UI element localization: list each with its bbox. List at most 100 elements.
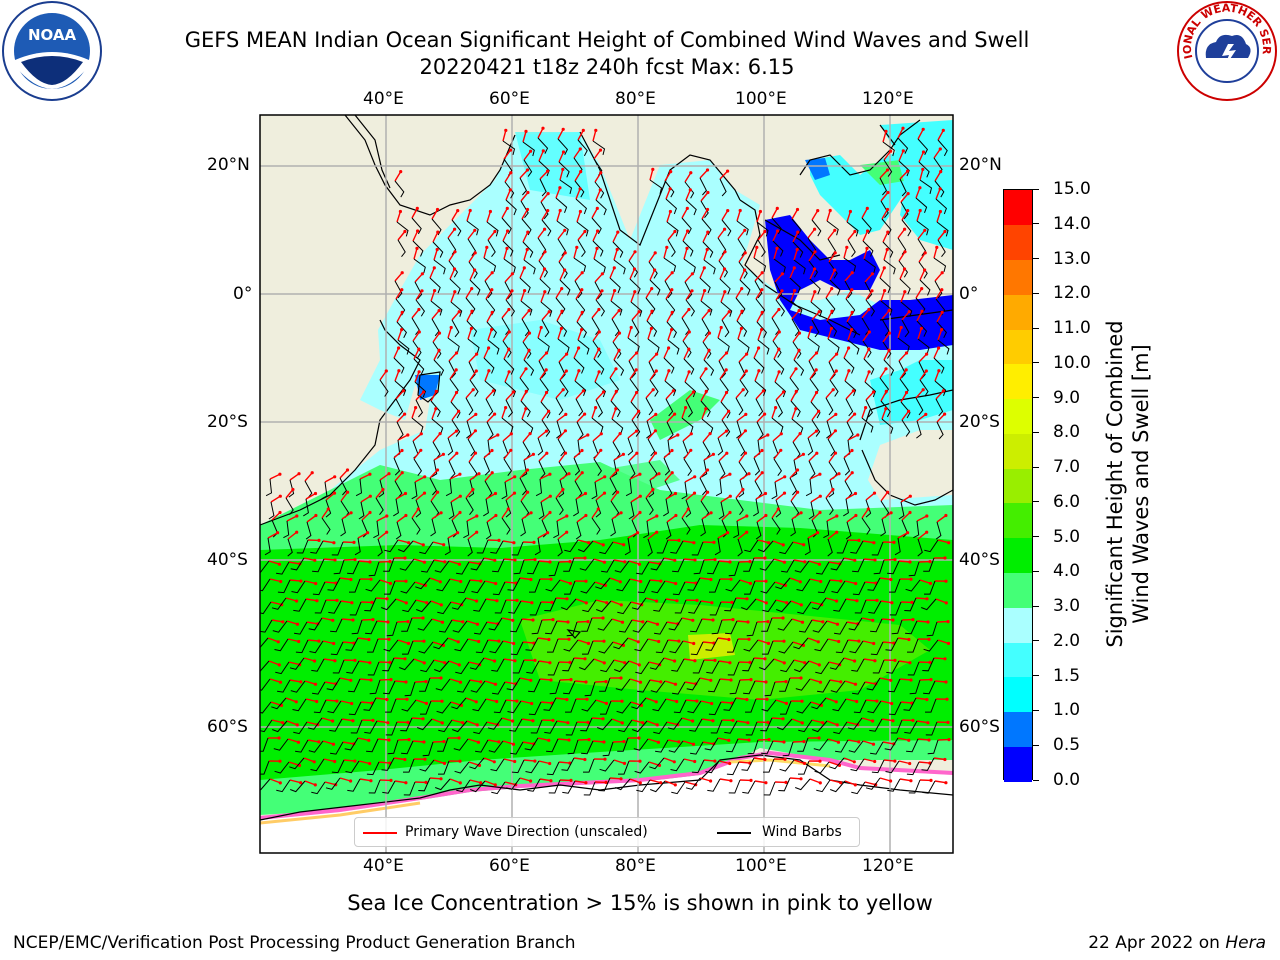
- wave-direction-arrow: [829, 679, 841, 683]
- wave-direction-arrow: [613, 659, 625, 664]
- wave-direction-arrow: [775, 391, 785, 401]
- wind-barb: [452, 620, 468, 633]
- wind-barb: [889, 601, 902, 616]
- wind-barb: [486, 421, 494, 440]
- wave-direction-arrowhead: [326, 507, 330, 511]
- wind-barb: [865, 499, 872, 518]
- wave-direction-arrowhead: [655, 599, 659, 603]
- wind-barb: [612, 341, 622, 359]
- wind-barb: [598, 641, 614, 654]
- wave-direction-arrowhead: [577, 346, 581, 350]
- wind-barb: [917, 538, 923, 557]
- wind-barb: [844, 380, 857, 396]
- wave-direction-arrow: [467, 638, 479, 643]
- wind-barb: [614, 560, 630, 573]
- wave-direction-arrow: [576, 211, 582, 223]
- wave-direction-arrow: [809, 578, 821, 583]
- wind-barb: [848, 617, 863, 631]
- wind-barb: [935, 398, 944, 417]
- wave-direction-arrow: [573, 757, 585, 761]
- wave-direction-arrowhead: [855, 599, 859, 603]
- wave-direction-arrow: [666, 413, 676, 423]
- national-weather-service-logo: NATIONAL WEATHER SERVICE: [1176, 0, 1277, 101]
- wind-barb: [738, 261, 748, 279]
- wave-direction-arrow: [501, 208, 508, 219]
- wave-direction-arrow: [864, 371, 870, 383]
- wave-direction-arrow: [523, 150, 532, 161]
- wave-direction-arrow: [342, 741, 354, 745]
- wave-direction-arrow: [937, 231, 946, 241]
- wave-direction-arrow: [933, 247, 938, 259]
- wave-direction-arrowhead: [442, 543, 446, 547]
- wave-direction-arrow: [593, 348, 600, 360]
- wave-direction-arrow: [412, 433, 422, 442]
- wave-direction-arrowhead: [650, 309, 654, 313]
- wind-barb: [581, 740, 594, 755]
- wave-direction-arrowhead: [651, 167, 655, 171]
- wave-direction-arrow: [682, 433, 692, 442]
- wave-direction-arrow: [882, 641, 894, 644]
- wave-direction-arrow: [375, 597, 388, 600]
- wave-direction-arrow: [757, 539, 769, 544]
- wave-direction-arrow: [433, 559, 445, 563]
- wave-direction-arrowhead: [422, 639, 426, 643]
- wind-barb: [667, 339, 680, 355]
- wave-direction-arrowhead: [764, 579, 768, 583]
- wave-direction-arrow: [413, 348, 420, 360]
- wind-barb: [540, 401, 551, 419]
- wave-direction-arrowhead: [728, 472, 732, 476]
- wave-direction-arrow: [667, 639, 679, 642]
- wave-direction-arrow: [755, 289, 763, 300]
- wind-barb: [898, 360, 907, 379]
- wind-barb: [790, 300, 803, 316]
- wave-direction-arrowhead: [473, 451, 478, 455]
- wind-barb: [581, 699, 597, 712]
- wave-direction-arrow: [775, 599, 787, 604]
- wave-direction-arrow: [826, 210, 831, 222]
- wind-barb: [580, 581, 596, 594]
- wind-barb: [907, 661, 920, 676]
- wave-direction-arrowhead: [636, 640, 640, 644]
- wave-direction-arrow: [574, 171, 582, 182]
- wave-direction-arrowhead: [814, 368, 818, 372]
- wave-direction-arrowhead: [471, 388, 475, 392]
- wave-direction-arrow: [523, 453, 534, 461]
- wave-direction-arrowhead: [889, 678, 893, 682]
- wave-direction-arrow: [324, 476, 336, 483]
- wind-barb: [647, 338, 660, 354]
- wave-direction-arrowhead: [764, 680, 768, 684]
- wave-direction-arrowhead: [407, 738, 411, 742]
- wave-direction-arrow: [809, 678, 821, 683]
- wind-barb: [290, 780, 306, 793]
- wave-direction-arrowhead: [407, 541, 411, 545]
- wind-barb: [364, 597, 377, 612]
- wave-direction-arrow: [863, 558, 876, 561]
- wave-direction-arrowhead: [740, 309, 744, 313]
- wave-direction-arrowhead: [829, 326, 834, 331]
- wave-direction-arrowhead: [672, 760, 676, 764]
- wind-barb: [921, 757, 935, 771]
- wind-barb: [385, 698, 397, 713]
- wave-direction-arrowhead: [835, 723, 839, 727]
- wind-barb: [775, 399, 784, 418]
- wave-direction-arrow: [629, 678, 641, 683]
- wind-barb: [411, 417, 424, 433]
- wind-barb: [520, 300, 533, 316]
- wave-direction-arrowhead: [313, 659, 317, 663]
- wind-barb: [793, 259, 806, 275]
- wave-direction-arrow: [484, 472, 493, 482]
- wind-barb: [283, 520, 290, 539]
- wave-direction-arrow: [790, 391, 797, 402]
- wave-direction-arrowhead: [492, 760, 496, 764]
- wave-direction-arrow: [936, 514, 947, 523]
- wave-direction-arrow: [287, 738, 299, 743]
- wave-direction-arrow: [465, 697, 477, 703]
- wave-direction-arrowhead: [651, 487, 655, 492]
- wind-barb: [759, 658, 775, 671]
- wind-barb: [901, 219, 912, 237]
- wind-barb: [328, 600, 342, 614]
- wave-direction-arrowhead: [278, 759, 282, 763]
- wave-direction-arrow: [648, 452, 657, 463]
- wave-direction-arrowhead: [814, 390, 819, 395]
